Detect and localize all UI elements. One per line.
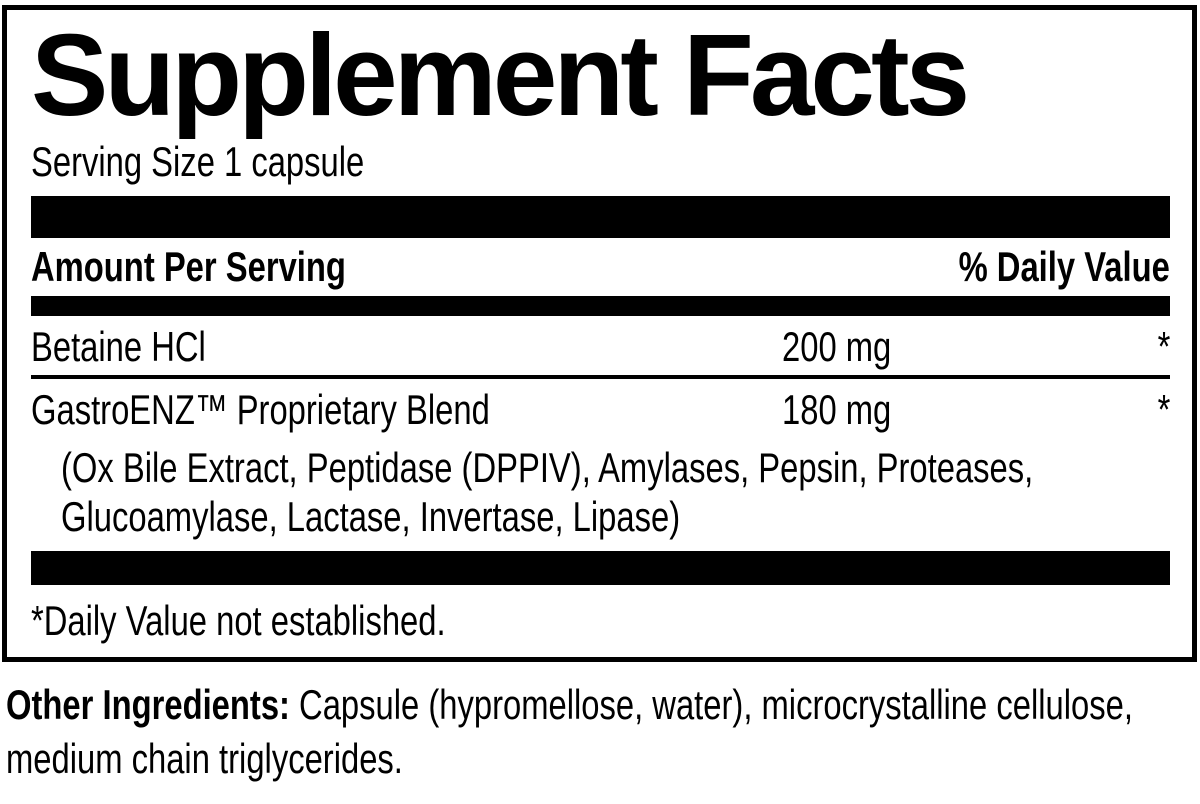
divider-bar-top bbox=[31, 196, 1170, 239]
other-ingredients-line: medium chain triglycerides. bbox=[6, 732, 1180, 786]
blend-components-line: (Ox Bile Extract, Peptidase (DPPIV), Amy… bbox=[61, 443, 1034, 491]
other-ingredients-label: Other Ingredients: bbox=[6, 680, 290, 728]
ingredient-row-gastroenz: GastroENZ™ Proprietary Blend 180 mg * bbox=[31, 379, 1170, 432]
ingredient-row-betaine: Betaine HCl 200 mg * bbox=[31, 316, 1170, 369]
other-ingredients-text: medium chain triglycerides. bbox=[6, 734, 403, 782]
serving-size-text: Serving Size 1 capsule bbox=[31, 138, 365, 186]
other-ingredients-text: Capsule (hypromellose, water), microcrys… bbox=[289, 680, 1133, 728]
daily-value-footnote: *Daily Value not established. bbox=[31, 596, 446, 644]
ingredient-daily-value: * bbox=[1157, 323, 1170, 371]
column-header-row: Amount Per Serving % Daily Value bbox=[31, 238, 1170, 296]
serving-size: Serving Size 1 capsule bbox=[31, 138, 1170, 186]
daily-value-label: % Daily Value bbox=[958, 243, 1170, 291]
supplement-facts-panel: Supplement Facts Serving Size 1 capsule … bbox=[2, 5, 1197, 662]
blend-components-line: Glucoamylase, Lactase, Invertase, Lipase… bbox=[61, 492, 681, 540]
proprietary-blend-components: (Ox Bile Extract, Peptidase (DPPIV), Amy… bbox=[61, 443, 1170, 541]
ingredient-amount: 180 mg bbox=[782, 386, 892, 434]
ingredient-amount: 200 mg bbox=[782, 323, 892, 371]
ingredient-name: GastroENZ™ Proprietary Blend bbox=[31, 386, 490, 434]
panel-title: Supplement Facts bbox=[31, 10, 970, 140]
divider-bar-bottom bbox=[31, 550, 1170, 585]
other-ingredients: Other Ingredients: Capsule (hypromellose… bbox=[6, 678, 1180, 786]
ingredient-name: Betaine HCl bbox=[31, 323, 206, 371]
other-ingredients-line: Other Ingredients: Capsule (hypromellose… bbox=[6, 678, 1180, 732]
ingredient-daily-value: * bbox=[1157, 386, 1170, 434]
row-divider-rule bbox=[31, 375, 1170, 380]
divider-bar-header bbox=[31, 296, 1170, 317]
amount-per-serving-label: Amount Per Serving bbox=[31, 243, 346, 291]
